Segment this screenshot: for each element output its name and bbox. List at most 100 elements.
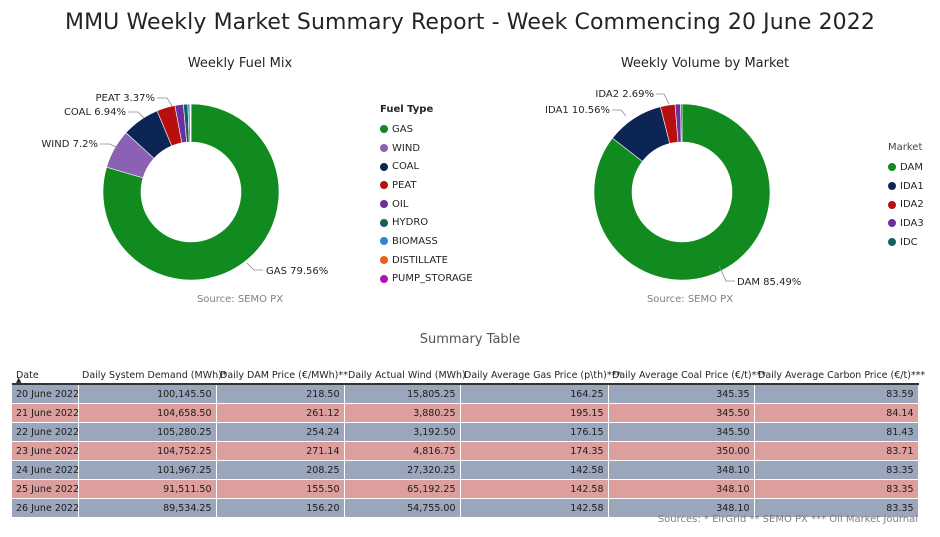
legend-item-pump-storage[interactable]: PUMP_STORAGE [380, 270, 473, 289]
data-label-ida2: IDA2 2.69% [595, 89, 654, 100]
legend-item-wind[interactable]: WIND [380, 139, 473, 158]
table-cell: 23 June 2022 [12, 441, 79, 461]
legend-item-coal[interactable]: COAL [380, 157, 473, 176]
table-cell: 20 June 2022 [12, 384, 79, 404]
table-cell: 83.35 [754, 460, 919, 480]
summary-table: Date ▲ Daily System Demand (MWh)* Daily DAM… [12, 358, 925, 518]
legend-dot-icon [380, 162, 388, 171]
table-cell: 348.10 [608, 460, 755, 480]
legend-item-idc[interactable]: IDC [888, 233, 924, 252]
data-label-dam: DAM 85.49% [737, 277, 801, 288]
table-row[interactable]: 20 June 2022 100,145.50 218.50 15,805.25 164… [12, 384, 919, 404]
table-row[interactable]: 23 June 2022 104,752.25 271.14 4,816.75 174.… [12, 441, 919, 461]
table-cell: 91,511.50 [78, 479, 217, 499]
legend-title: Fuel Type [380, 104, 434, 115]
volume-source: Source: SEMO PX [646, 294, 734, 305]
table-cell: 142.58 [460, 479, 609, 499]
volume-chart-title: Weekly Volume by Market [620, 56, 790, 71]
table-cell: 345.50 [608, 422, 755, 442]
table-cell: 21 June 2022 [12, 403, 79, 423]
slice-idc [680, 103, 683, 143]
table-cell: 350.00 [608, 441, 755, 461]
column-header-date[interactable]: Date ▲ [12, 358, 78, 385]
leader-line-ida1 [612, 109, 627, 117]
legend-dot-icon [380, 218, 388, 227]
legend-item-ida2[interactable]: IDA2 [888, 195, 924, 214]
table-cell: 84.14 [754, 403, 919, 423]
legend-dot-icon [380, 200, 388, 209]
table-cell: 100,145.50 [78, 384, 217, 404]
legend-item-dam[interactable]: DAM [888, 158, 924, 177]
legend-label: IDA3 [900, 217, 924, 229]
legend-item-biomass[interactable]: BIOMASS [380, 232, 473, 251]
column-header-label: Date [16, 370, 39, 381]
fuel-mix-source: Source: SEMO PX [196, 294, 284, 305]
legend-item-oil[interactable]: OIL [380, 195, 473, 214]
legend-item-distillate[interactable]: DISTILLATE [380, 251, 473, 270]
table-cell: 348.10 [608, 498, 755, 518]
summary-table-title: Summary Table [419, 332, 521, 347]
slice-gas [102, 103, 280, 281]
column-header-label: Daily Average Gas Price (p\th)*** [464, 370, 622, 381]
leader-line-ida2 [656, 93, 670, 105]
legend-label: WIND [392, 142, 421, 154]
leader-line-dam [718, 265, 735, 282]
table-cell: 22 June 2022 [12, 422, 79, 442]
table-cell: 81.43 [754, 422, 919, 442]
column-header-daily-average-carbon-price-t[interactable]: Daily Average Carbon Price (€/t)*** [754, 358, 925, 385]
legend-label: DAM [900, 161, 923, 173]
legend-label: IDA2 [900, 199, 924, 211]
table-row[interactable]: 26 June 2022 89,534.25 156.20 54,755.00 142.… [12, 498, 919, 518]
table-cell: 25 June 2022 [12, 479, 79, 499]
table-cell: 3,192.50 [344, 422, 461, 442]
table-cell: 101,967.25 [78, 460, 217, 480]
column-header-daily-average-coal-price-t[interactable]: Daily Average Coal Price (€/t)*** [608, 358, 766, 385]
legend-dot-icon [380, 274, 388, 283]
table-cell: 83.59 [754, 384, 919, 404]
table-cell: 254.24 [216, 422, 345, 442]
legend-label: OIL [392, 198, 409, 210]
fuel-type-legend: Fuel Type GAS WIND COAL PEAT OIL HYDRO BIOMASS… [380, 104, 473, 288]
legend-dot-icon [380, 144, 388, 153]
column-header-label: Daily Average Coal Price (€/t)*** [612, 370, 766, 381]
legend-label: HYDRO [392, 217, 429, 229]
legend-dot-icon [888, 238, 896, 247]
table-cell: 155.50 [216, 479, 345, 499]
legend-item-hydro[interactable]: HYDRO [380, 213, 473, 232]
legend-item-peat[interactable]: PEAT [380, 176, 473, 195]
legend-label: DISTILLATE [392, 254, 448, 266]
table-cell: 3,880.25 [344, 403, 461, 423]
column-header-daily-system-demand-mwh[interactable]: Daily System Demand (MWh)* [78, 358, 227, 385]
table-cell: 89,534.25 [78, 498, 217, 518]
legend-label: PUMP_STORAGE [392, 273, 473, 285]
sources-footnote: Sources: * EirGrid ** SEMO PX *** Oil Ma… [657, 514, 918, 525]
legend-label: GAS [392, 123, 413, 135]
table-cell: 104,658.50 [78, 403, 217, 423]
legend-label: PEAT [392, 179, 417, 191]
table-row[interactable]: 25 June 2022 91,511.50 155.50 65,192.25 142.… [12, 479, 919, 499]
table-cell: 83.35 [754, 498, 919, 518]
table-cell: 164.25 [460, 384, 609, 404]
column-header-daily-average-gas-price-p-th[interactable]: Daily Average Gas Price (p\th)*** [460, 358, 621, 385]
legend-title: Market [888, 142, 923, 153]
legend-dot-icon [888, 163, 896, 172]
table-row[interactable]: 22 June 2022 105,280.25 254.24 3,192.50 176.… [12, 422, 919, 442]
column-header-daily-dam-price-mwh[interactable]: Daily DAM Price (€/MWh)** [216, 358, 348, 385]
table-cell: 261.12 [216, 403, 345, 423]
fuel-mix-chart-title: Weekly Fuel Mix [187, 56, 293, 71]
legend-item-gas[interactable]: GAS [380, 120, 473, 139]
legend-item-ida3[interactable]: IDA3 [888, 214, 924, 233]
table-cell: 218.50 [216, 384, 345, 404]
legend-label: COAL [392, 161, 420, 173]
table-row[interactable]: 24 June 2022 101,967.25 208.25 27,320.25 142… [12, 460, 919, 480]
legend-label: BIOMASS [392, 235, 438, 247]
table-cell: 83.35 [754, 479, 919, 499]
legend-item-ida1[interactable]: IDA1 [888, 177, 924, 196]
leader-line-gas [246, 262, 263, 271]
column-header-daily-actual-wind-mwh[interactable]: Daily Actual Wind (MWh) [344, 358, 466, 385]
table-cell: 142.58 [460, 460, 609, 480]
table-row[interactable]: 21 June 2022 104,658.50 261.12 3,880.25 195.… [12, 403, 919, 423]
legend-label: IDA1 [900, 180, 924, 192]
sort-ascending-icon[interactable]: ▲ [16, 376, 22, 384]
report-title: MMU Weekly Market Summary Report - Week … [65, 10, 875, 35]
